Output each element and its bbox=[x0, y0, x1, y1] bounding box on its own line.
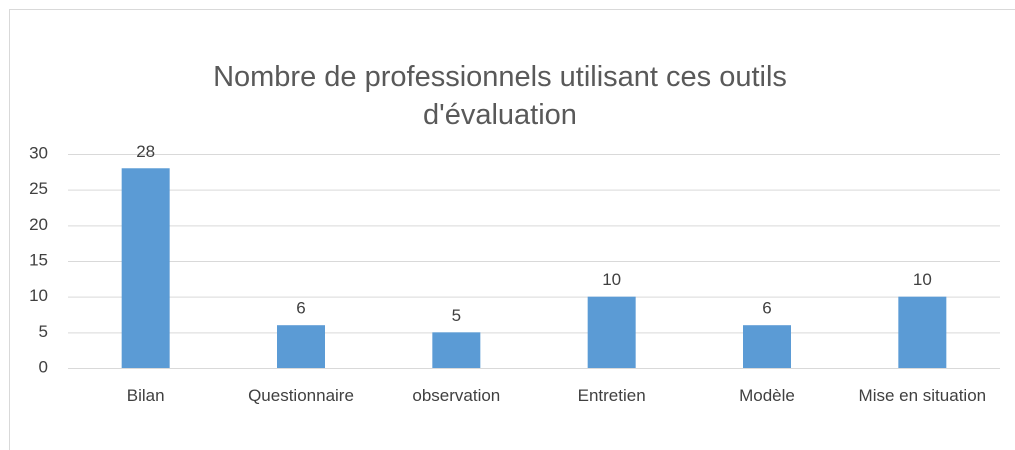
y-tick-label: 25 bbox=[29, 179, 48, 198]
x-tick-label: Questionnaire bbox=[248, 386, 354, 405]
x-tick-label: Modèle bbox=[739, 386, 795, 405]
data-label: 10 bbox=[602, 270, 621, 289]
x-tick-label: observation bbox=[412, 386, 501, 405]
y-tick-label: 20 bbox=[29, 215, 48, 234]
y-tick-label: 10 bbox=[29, 286, 48, 305]
x-tick-label: Mise en situation bbox=[858, 386, 987, 405]
bar bbox=[587, 296, 636, 368]
data-label: 6 bbox=[296, 299, 305, 318]
chart-border bbox=[9, 9, 1015, 450]
x-tick-label: Entretien bbox=[577, 386, 646, 405]
chart-title: Nombre de professionnels utilisant ces o… bbox=[213, 61, 787, 131]
y-tick-label: 0 bbox=[39, 357, 48, 376]
y-tick-label: 30 bbox=[29, 143, 48, 162]
data-label: 6 bbox=[762, 299, 771, 318]
x-tick-label: Bilan bbox=[126, 386, 165, 405]
bar bbox=[743, 325, 791, 368]
data-label: 10 bbox=[913, 270, 932, 289]
bar bbox=[432, 332, 481, 368]
data-label: 28 bbox=[136, 142, 155, 161]
y-tick-label: 15 bbox=[29, 250, 48, 269]
bar bbox=[121, 168, 170, 368]
y-tick-label: 5 bbox=[39, 322, 48, 341]
bar bbox=[898, 296, 947, 368]
bar bbox=[277, 325, 325, 368]
data-label: 5 bbox=[452, 306, 461, 325]
